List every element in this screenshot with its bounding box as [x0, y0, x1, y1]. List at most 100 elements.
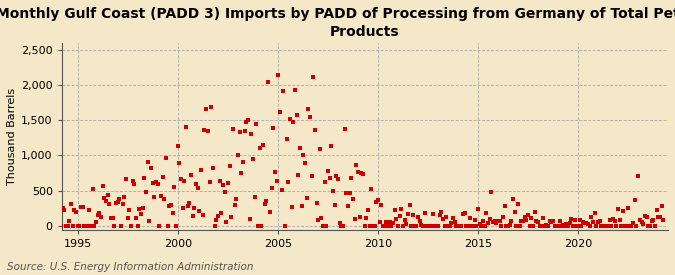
- Point: [124, 207, 135, 212]
- Point: [572, 223, 583, 228]
- Point: [202, 129, 213, 133]
- Point: [456, 223, 466, 228]
- Point: [529, 209, 540, 214]
- Point: [159, 197, 170, 201]
- Point: [149, 195, 160, 199]
- Point: [114, 197, 125, 201]
- Point: [273, 73, 284, 77]
- Point: [376, 203, 387, 207]
- Point: [334, 221, 345, 225]
- Point: [308, 75, 319, 79]
- Point: [122, 216, 133, 220]
- Point: [578, 220, 589, 225]
- Point: [421, 223, 432, 228]
- Point: [528, 223, 539, 228]
- Point: [466, 223, 477, 228]
- Point: [72, 223, 83, 228]
- Point: [351, 163, 362, 167]
- Point: [593, 220, 603, 224]
- Point: [444, 223, 455, 228]
- Point: [364, 223, 375, 228]
- Point: [103, 193, 113, 197]
- Point: [522, 213, 533, 217]
- Point: [131, 216, 142, 220]
- Point: [78, 205, 88, 209]
- Point: [458, 212, 468, 216]
- Point: [374, 220, 385, 224]
- Point: [121, 177, 132, 181]
- Point: [383, 223, 394, 228]
- Point: [504, 222, 515, 227]
- Point: [656, 204, 667, 209]
- Point: [296, 204, 307, 208]
- Y-axis label: Thousand Barrels: Thousand Barrels: [7, 88, 17, 185]
- Point: [583, 222, 593, 226]
- Point: [53, 223, 63, 228]
- Point: [622, 206, 633, 211]
- Point: [81, 223, 92, 228]
- Point: [279, 223, 290, 228]
- Point: [327, 189, 338, 194]
- Point: [632, 174, 643, 179]
- Point: [566, 217, 576, 221]
- Point: [434, 213, 445, 217]
- Point: [391, 217, 402, 221]
- Point: [576, 223, 587, 228]
- Point: [167, 210, 178, 215]
- Point: [487, 219, 498, 224]
- Title: Monthly Gulf Coast (PADD 3) Imports by PADD of Processing from Germany of Total : Monthly Gulf Coast (PADD 3) Imports by P…: [0, 7, 675, 39]
- Point: [409, 223, 420, 228]
- Point: [468, 223, 479, 228]
- Point: [92, 213, 103, 218]
- Point: [631, 223, 642, 228]
- Point: [246, 131, 256, 136]
- Point: [304, 115, 315, 119]
- Point: [371, 200, 381, 205]
- Point: [614, 218, 625, 222]
- Point: [191, 182, 202, 186]
- Point: [172, 144, 183, 148]
- Point: [393, 223, 404, 228]
- Point: [408, 213, 418, 217]
- Point: [288, 120, 298, 124]
- Point: [356, 170, 367, 175]
- Point: [84, 208, 95, 213]
- Point: [134, 207, 145, 211]
- Point: [496, 223, 507, 228]
- Point: [309, 127, 320, 132]
- Point: [236, 171, 246, 175]
- Point: [352, 170, 363, 175]
- Point: [265, 210, 275, 215]
- Point: [132, 223, 143, 228]
- Point: [381, 219, 392, 224]
- Point: [516, 219, 526, 223]
- Point: [209, 223, 220, 228]
- Point: [136, 211, 146, 216]
- Point: [547, 219, 558, 223]
- Point: [394, 214, 405, 218]
- Point: [406, 223, 416, 228]
- Point: [419, 210, 430, 215]
- Point: [284, 117, 295, 121]
- Point: [553, 223, 564, 228]
- Point: [471, 223, 482, 228]
- Point: [493, 218, 504, 223]
- Point: [476, 223, 487, 228]
- Point: [366, 187, 377, 191]
- Point: [196, 168, 207, 172]
- Point: [242, 118, 253, 122]
- Point: [464, 216, 475, 221]
- Point: [396, 207, 406, 211]
- Point: [221, 220, 232, 224]
- Point: [518, 219, 529, 223]
- Point: [151, 180, 161, 184]
- Point: [276, 188, 287, 192]
- Point: [533, 220, 543, 224]
- Point: [469, 218, 480, 222]
- Point: [404, 203, 415, 207]
- Point: [281, 137, 292, 141]
- Point: [71, 210, 82, 214]
- Point: [101, 199, 111, 203]
- Point: [569, 218, 580, 222]
- Point: [231, 197, 242, 202]
